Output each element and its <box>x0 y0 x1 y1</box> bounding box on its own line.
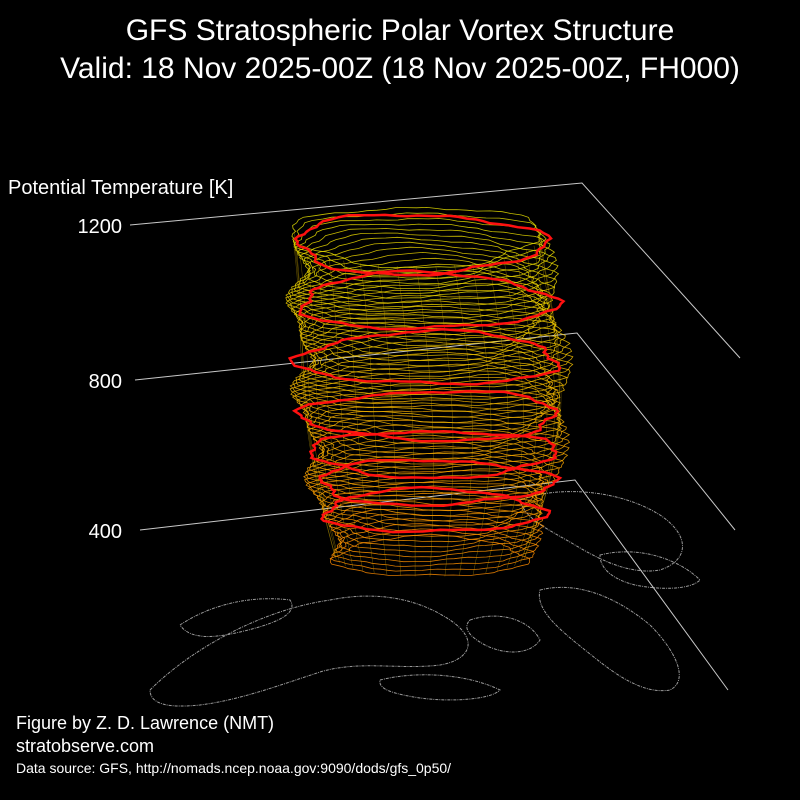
coastline <box>466 615 541 653</box>
surface-meridian <box>416 266 434 577</box>
contour-line <box>312 476 545 522</box>
contour-line <box>332 513 544 558</box>
contour-line <box>304 457 545 506</box>
contour-line <box>297 228 556 290</box>
contour-line <box>295 345 568 400</box>
coastline <box>538 586 680 692</box>
contour-line <box>292 351 565 406</box>
contour-line <box>316 481 544 527</box>
highlighted-contour <box>318 458 563 507</box>
contour-line <box>289 357 561 412</box>
contour-line <box>285 263 550 324</box>
contour-line <box>291 376 559 429</box>
highlighted-contour <box>287 328 562 386</box>
highlighted-contour <box>308 430 558 480</box>
contour-line <box>290 370 558 424</box>
z-tick-label: 1200 <box>78 216 123 238</box>
contour-line <box>300 317 566 372</box>
contour-line <box>307 330 574 387</box>
surface-meridian <box>294 241 337 560</box>
surface-meridian <box>496 257 524 571</box>
highlighted-contour <box>298 269 566 331</box>
contour-line <box>302 236 559 299</box>
contour-line <box>324 498 543 543</box>
contour-line <box>291 206 542 269</box>
contour-line <box>291 251 556 312</box>
contour-line <box>293 246 558 308</box>
base-map-coastlines <box>149 491 701 707</box>
contour-line <box>302 335 574 392</box>
coastline <box>149 595 469 707</box>
contour-line <box>298 300 557 356</box>
surface-meridian <box>514 250 548 566</box>
chart-subtitle: Valid: 18 Nov 2025-00Z (18 Nov 2025-00Z,… <box>60 52 740 85</box>
surface-meridian <box>294 231 337 554</box>
surface-meridian <box>485 260 509 573</box>
vortex-isosurface <box>285 206 574 577</box>
surface-meridian <box>435 266 454 577</box>
contour-line <box>304 326 573 382</box>
surface-meridian <box>454 264 473 576</box>
highlighted-contour <box>293 213 553 277</box>
data-source: Data source: GFS, http://nomads.ncep.noa… <box>16 760 452 776</box>
z-tick-label: 800 <box>89 371 122 393</box>
z-gridline <box>139 479 729 691</box>
author-credit: Figure by Z. D. Lawrence (NMT) <box>16 713 275 733</box>
coastline <box>179 598 293 637</box>
surface-meridian <box>305 250 346 566</box>
contour-line <box>303 321 571 377</box>
chart-title: GFS Stratospheric Polar Vortex Structure <box>125 14 675 47</box>
surface-meridian <box>506 254 537 569</box>
contour-line <box>299 232 557 294</box>
surface-meridian <box>520 245 556 563</box>
surface-meridian <box>343 260 375 573</box>
highlighted-contour <box>319 485 552 534</box>
surface-meridian <box>328 257 364 571</box>
surface-meridian <box>523 231 560 554</box>
z-gridline <box>134 332 736 531</box>
surface-meridian <box>472 263 492 575</box>
surface-meridian <box>377 264 401 576</box>
coastline <box>519 491 683 572</box>
contour-line <box>307 470 545 517</box>
surface-meridian <box>292 236 336 557</box>
z-axis: 400 800 1200 <box>78 182 741 691</box>
highlighted-contour <box>291 390 560 443</box>
surface-meridian <box>524 236 562 557</box>
coastline <box>379 674 501 701</box>
z-axis-label: Potential Temperature [K] <box>8 177 233 199</box>
z-tick-label: 400 <box>89 521 122 543</box>
coastline <box>599 551 701 589</box>
site-credit: stratobserve.com <box>16 736 155 756</box>
surface-meridian <box>316 254 354 569</box>
z-gridline <box>129 182 741 359</box>
surface-meridian <box>396 266 416 577</box>
contour-line <box>326 504 544 548</box>
surface-meridian <box>360 263 388 575</box>
